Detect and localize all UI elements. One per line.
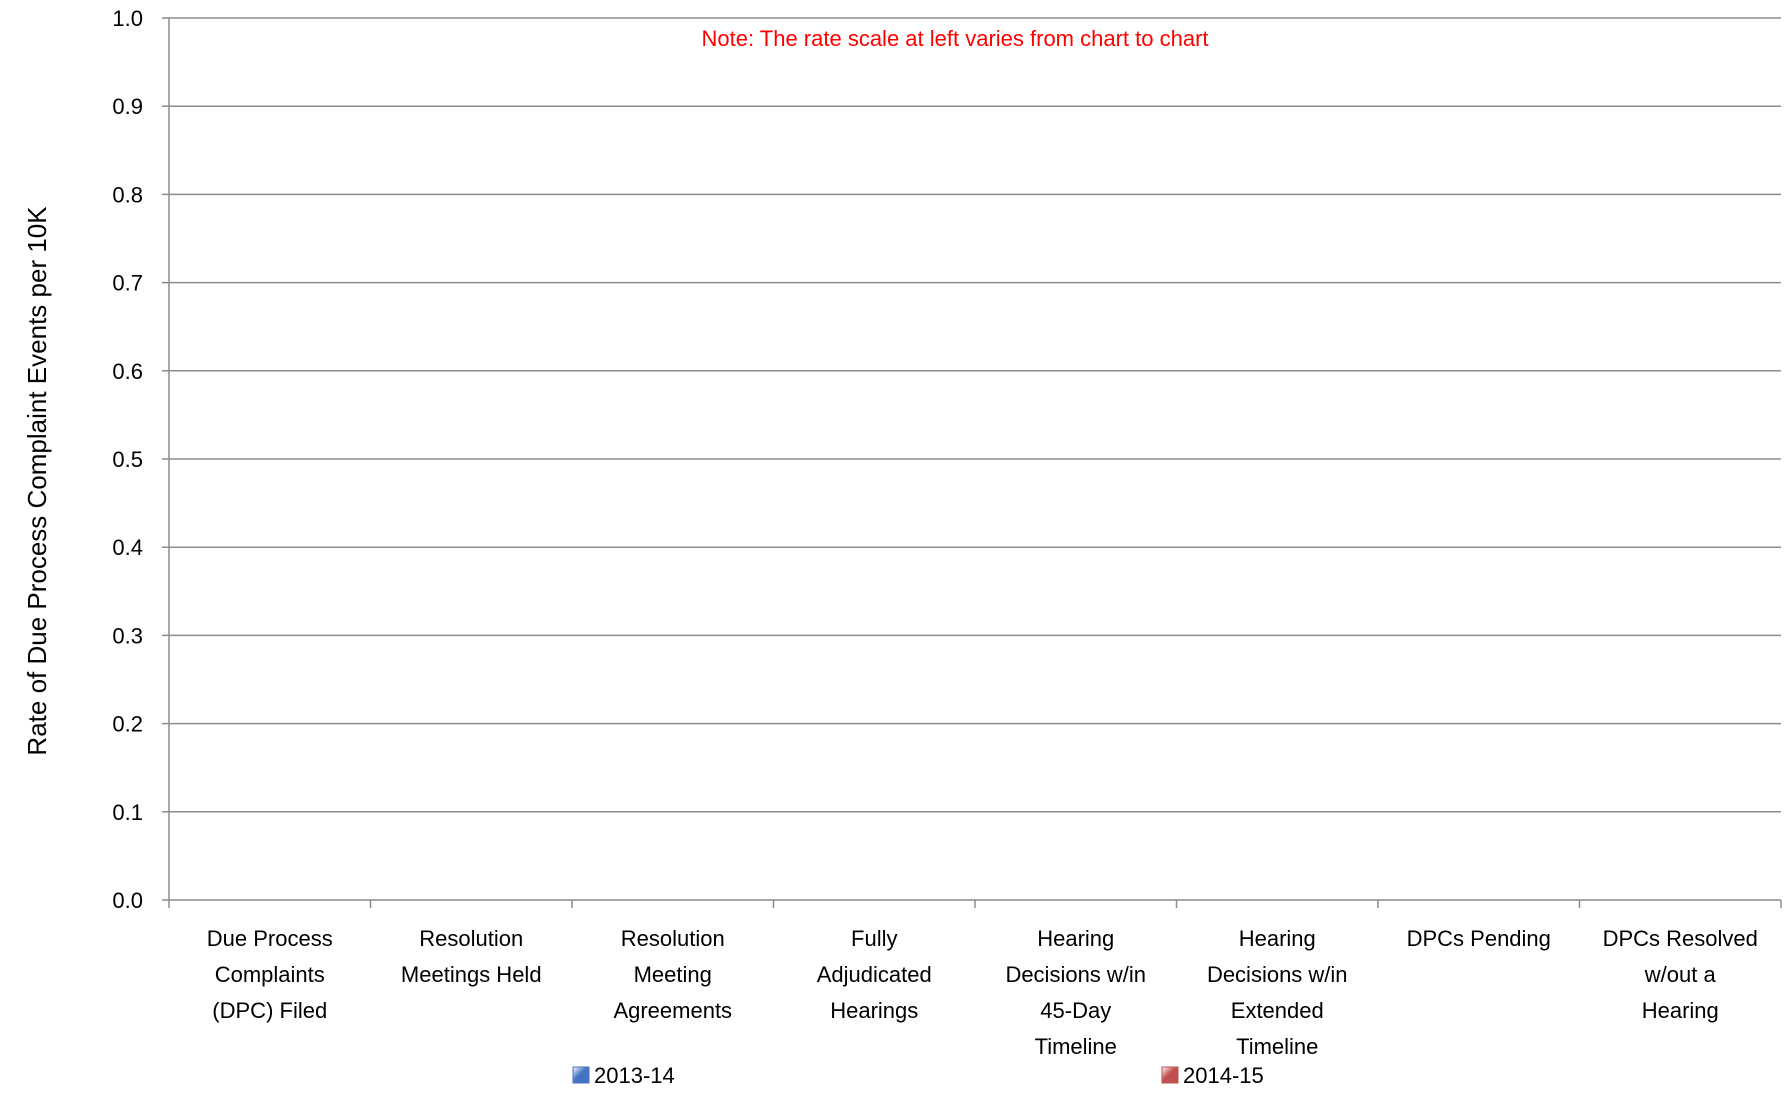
x-category-label-line: Agreements (613, 998, 732, 1023)
y-tick-label: 0.7 (112, 271, 143, 296)
y-tick-label: 0.0 (112, 888, 143, 913)
y-tick-label: 0.4 (112, 535, 143, 560)
x-category-label-line: Hearing (1239, 926, 1316, 951)
y-tick-label: 0.5 (112, 447, 143, 472)
y-tick-labels: 0.0 0.1 0.2 0.3 0.4 0.5 0.6 0.7 0.8 0.9 1.0 (112, 6, 143, 913)
x-category-label-line: Extended (1231, 998, 1324, 1023)
y-axis-title: Rate of Due Process Complaint Events per… (22, 206, 52, 756)
y-tick-label: 0.2 (112, 712, 143, 737)
legend-label: 2013-14 (594, 1063, 675, 1088)
x-category-label: DPCs Pending (1407, 926, 1551, 951)
x-category-label-line: Timeline (1236, 1034, 1318, 1059)
y-tick-label: 0.8 (112, 182, 143, 207)
x-category-label-line: Hearing (1642, 998, 1719, 1023)
x-category-label-line: Decisions w/in (1207, 962, 1348, 987)
x-category-label: DPCs Resolved w/out a Hearing (1603, 926, 1758, 1023)
x-category-label-line: Complaints (215, 962, 325, 987)
x-category-label-line: Due Process (207, 926, 333, 951)
x-category-label: Hearing Decisions w/in Extended Timeline (1207, 926, 1348, 1059)
x-category-label-line: 45-Day (1040, 998, 1111, 1023)
axes (162, 17, 1782, 908)
x-category-label-line: Hearings (830, 998, 918, 1023)
y-tick-label: 1.0 (112, 6, 143, 31)
x-category-label: Hearing Decisions w/in 45-Day Timeline (1005, 926, 1146, 1059)
x-category-label-line: (DPC) Filed (212, 998, 327, 1023)
x-category-label-line: Hearing (1037, 926, 1114, 951)
legend-swatch (1161, 1066, 1179, 1084)
legend-label: 2014-15 (1183, 1063, 1264, 1088)
x-category-labels: Due Process Complaints (DPC) Filed Resoluti… (207, 926, 1758, 1059)
legend-swatch (572, 1066, 590, 1084)
x-category-label-line: DPCs Pending (1407, 926, 1551, 951)
x-category-label-line: Timeline (1035, 1034, 1117, 1059)
x-category-label-line: Resolution (621, 926, 725, 951)
x-category-label-line: Adjudicated (817, 962, 932, 987)
y-tick-label: 0.9 (112, 94, 143, 119)
y-tick-label: 0.1 (112, 800, 143, 825)
x-category-label: Resolution Meeting Agreements (613, 926, 732, 1023)
x-category-label: Due Process Complaints (DPC) Filed (207, 926, 333, 1023)
x-category-label-line: Resolution (419, 926, 523, 951)
x-category-label-line: DPCs Resolved (1603, 926, 1758, 951)
y-tick-label: 0.3 (112, 623, 143, 648)
x-category-label-line: Meeting (634, 962, 712, 987)
x-category-label-line: w/out a (1644, 962, 1717, 987)
x-category-label-line: Decisions w/in (1005, 962, 1146, 987)
y-tick-label: 0.6 (112, 359, 143, 384)
x-category-label-line: Fully (851, 926, 897, 951)
chart-note: Note: The rate scale at left varies from… (701, 26, 1208, 51)
x-category-label: Resolution Meetings Held (401, 926, 542, 987)
gridlines (169, 17, 1781, 813)
x-category-label: Fully Adjudicated Hearings (817, 926, 932, 1023)
x-category-label-line: Meetings Held (401, 962, 542, 987)
legend: 2013-14 2014-15 (572, 1063, 1264, 1088)
